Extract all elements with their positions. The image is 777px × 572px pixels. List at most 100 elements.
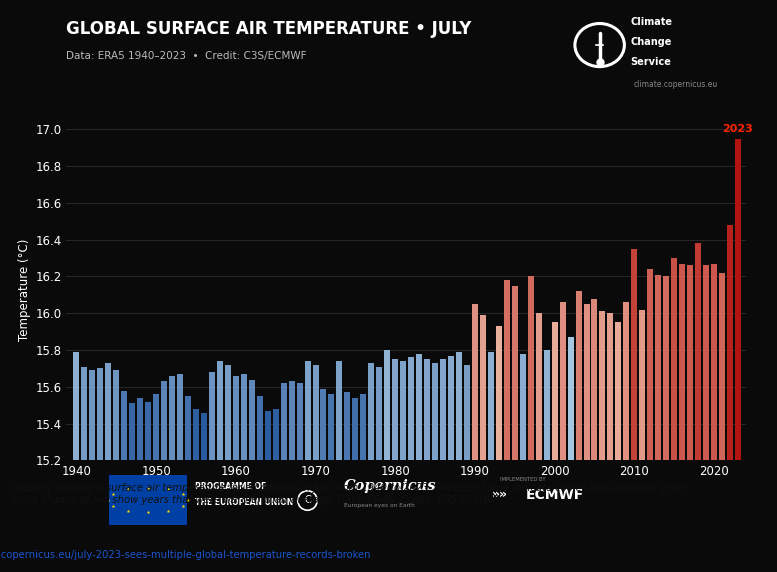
Bar (344, 392, 350, 460)
Bar (496, 326, 502, 460)
Bar (552, 323, 558, 460)
Text: IMPLEMENTED BY: IMPLEMENTED BY (500, 477, 546, 482)
Bar (535, 313, 542, 460)
Bar (392, 359, 398, 460)
Bar (448, 356, 454, 460)
Text: Globally averaged surface air temperature for all months of July from 1940 to 20: Globally averaged surface air temperatur… (12, 483, 690, 505)
Bar (600, 311, 605, 460)
Text: Climate: Climate (630, 17, 672, 27)
Bar (113, 370, 119, 460)
Bar (201, 412, 207, 460)
Bar (288, 382, 294, 460)
Text: climate.copernicus.eu: climate.copernicus.eu (634, 80, 718, 89)
Bar (512, 285, 517, 460)
Bar (464, 365, 470, 460)
Text: PROGRAMME OF: PROGRAMME OF (196, 482, 267, 491)
Bar (591, 299, 598, 460)
Bar (82, 367, 87, 460)
Text: https://climate.copernicus.eu/july-2023-sees-multiple-global-temperature-records: https://climate.copernicus.eu/july-2023-… (0, 550, 371, 560)
Text: Change: Change (630, 37, 671, 47)
Text: Service: Service (630, 57, 671, 67)
Bar (416, 353, 422, 460)
Bar (353, 398, 358, 460)
Bar (584, 304, 590, 460)
Bar (145, 402, 152, 460)
Bar (408, 358, 414, 460)
Bar (608, 313, 613, 460)
Bar (480, 315, 486, 460)
Bar (241, 374, 247, 460)
Bar (336, 361, 343, 460)
Bar (503, 280, 510, 460)
Text: ECMWF: ECMWF (525, 488, 584, 502)
Bar (225, 365, 231, 460)
Text: GLOBAL SURFACE AIR TEMPERATURE • JULY: GLOBAL SURFACE AIR TEMPERATURE • JULY (66, 20, 472, 38)
Bar (129, 403, 135, 460)
Y-axis label: Temperature (°C): Temperature (°C) (19, 239, 31, 341)
Bar (647, 269, 653, 460)
Bar (297, 383, 302, 460)
Bar (385, 350, 390, 460)
Bar (671, 258, 678, 460)
Bar (361, 394, 366, 460)
Bar (185, 396, 191, 460)
Bar (703, 265, 709, 460)
Bar (639, 309, 645, 460)
Bar (424, 359, 430, 460)
Bar (73, 352, 79, 460)
Bar (376, 367, 382, 460)
Text: 2023: 2023 (723, 124, 754, 134)
Bar (193, 409, 199, 460)
Bar (432, 363, 438, 460)
Bar (440, 359, 446, 460)
Bar (664, 276, 669, 460)
Bar (559, 302, 566, 460)
Bar (305, 361, 311, 460)
Text: European eyes on Earth: European eyes on Earth (343, 503, 414, 508)
Bar (280, 383, 287, 460)
Bar (320, 389, 326, 460)
Bar (655, 275, 661, 460)
Bar (249, 379, 255, 460)
Bar (368, 363, 375, 460)
Bar (89, 370, 96, 460)
Bar (711, 264, 717, 460)
Bar (109, 475, 187, 525)
Bar (623, 302, 629, 460)
Bar (727, 225, 733, 460)
Bar (456, 352, 462, 460)
Bar (615, 323, 622, 460)
Bar (520, 353, 526, 460)
Text: Data: ERA5 1940–2023  •  Credit: C3S/ECMWF: Data: ERA5 1940–2023 • Credit: C3S/ECMWF (66, 51, 307, 61)
Bar (161, 382, 167, 460)
Bar (273, 409, 279, 460)
Bar (567, 337, 573, 460)
Bar (719, 273, 725, 460)
Text: »»: »» (492, 488, 508, 501)
Bar (735, 138, 741, 460)
Bar (265, 411, 270, 460)
Bar (97, 368, 103, 460)
Bar (632, 249, 637, 460)
Bar (209, 372, 215, 460)
Bar (329, 394, 334, 460)
Text: THE EUROPEAN UNION: THE EUROPEAN UNION (196, 498, 294, 507)
Bar (695, 243, 701, 460)
Bar (153, 394, 159, 460)
Bar (217, 361, 223, 460)
Bar (472, 304, 478, 460)
Bar (106, 363, 111, 460)
Bar (576, 291, 581, 460)
Bar (400, 361, 406, 460)
Bar (687, 265, 693, 460)
Bar (312, 365, 319, 460)
Bar (177, 374, 183, 460)
Text: C: C (304, 495, 311, 505)
Bar (233, 376, 239, 460)
Bar (121, 391, 127, 460)
Bar (138, 398, 143, 460)
Bar (256, 396, 263, 460)
Bar (679, 264, 685, 460)
Text: Copernicus: Copernicus (343, 479, 436, 493)
Bar (488, 352, 494, 460)
